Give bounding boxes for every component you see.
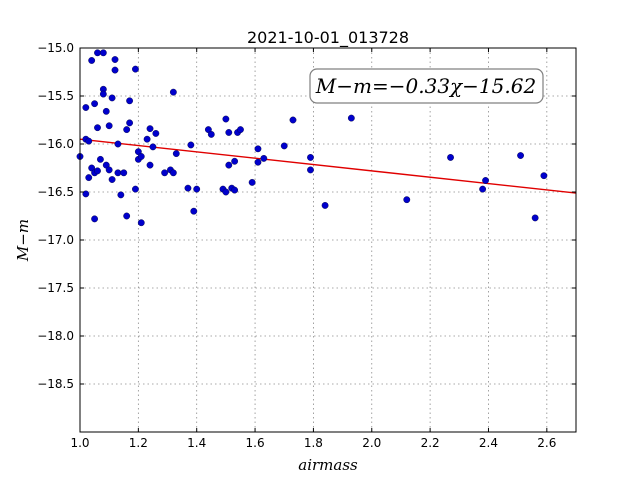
y-tick-label: −17.5 <box>37 281 74 295</box>
data-point <box>111 66 119 74</box>
axis-ticks: 1.0 1.2 1.4 1.6 1.8 2.0 2.2 2.4 2.6 −15.0 −15.5 −16… <box>37 41 576 450</box>
data-point <box>123 212 131 220</box>
data-point <box>172 150 180 158</box>
data-point <box>94 124 101 132</box>
x-tick-label: 1.4 <box>187 436 206 450</box>
data-point <box>85 174 93 182</box>
data-point <box>105 166 113 174</box>
data-point <box>137 153 145 160</box>
data-point <box>169 169 177 177</box>
data-point <box>126 97 134 105</box>
data-point <box>132 185 139 193</box>
data-point <box>120 169 128 177</box>
data-point <box>482 177 489 184</box>
x-tick-label: 2.6 <box>537 436 556 450</box>
data-point <box>91 100 98 108</box>
data-point <box>531 214 539 222</box>
data-point <box>114 169 122 177</box>
data-point <box>225 161 233 169</box>
y-tick-label: −15.5 <box>37 89 74 103</box>
data-point <box>91 215 98 223</box>
x-tick-label: 2.0 <box>362 436 381 450</box>
data-point <box>108 94 116 102</box>
y-tick-label: −17.0 <box>37 233 74 247</box>
data-point <box>149 143 157 151</box>
data-point <box>479 185 487 193</box>
data-point <box>231 157 239 165</box>
data-point <box>137 219 145 227</box>
chart-title: 2021-10-01_013728 <box>247 28 409 48</box>
data-point <box>307 166 314 174</box>
data-point <box>254 158 262 166</box>
data-point <box>146 125 154 133</box>
x-axis-label: airmass <box>298 456 358 474</box>
data-point <box>169 88 177 96</box>
data-point <box>222 115 230 123</box>
data-point <box>207 130 215 138</box>
data-point <box>184 184 192 192</box>
data-point <box>114 140 122 148</box>
data-point <box>280 142 288 150</box>
data-point <box>82 104 90 111</box>
y-tick-label: −18.5 <box>37 377 74 391</box>
x-tick-label: 2.2 <box>421 436 440 450</box>
data-point <box>152 130 160 137</box>
data-point <box>403 196 411 204</box>
data-point <box>225 129 233 136</box>
data-point <box>347 114 355 122</box>
y-axis-label: M−m <box>14 219 32 262</box>
data-point <box>108 176 116 183</box>
data-point <box>222 188 230 196</box>
data-point <box>161 169 169 177</box>
data-point <box>94 49 101 57</box>
y-tick-label: −15.0 <box>37 41 74 55</box>
data-point <box>123 126 131 134</box>
data-point <box>85 137 93 145</box>
data-point <box>102 107 110 115</box>
data-point <box>321 202 329 209</box>
data-point <box>260 154 268 162</box>
y-tick-label: −16.0 <box>37 137 74 151</box>
y-tick-label: −16.5 <box>37 185 74 199</box>
x-tick-label: 1.2 <box>129 436 148 450</box>
data-point <box>187 141 195 149</box>
y-tick-label: −18.0 <box>37 329 74 343</box>
data-point <box>132 65 139 73</box>
x-tick-label: 2.4 <box>479 436 498 450</box>
data-point <box>248 178 256 186</box>
fit-line <box>79 138 577 194</box>
data-point <box>254 145 262 153</box>
data-points <box>76 49 548 227</box>
data-point <box>307 154 314 161</box>
data-point <box>143 135 151 143</box>
x-tick-label: 1.6 <box>246 436 265 450</box>
x-tick-label: 1.0 <box>70 436 89 450</box>
data-point <box>231 186 239 194</box>
data-point <box>105 122 113 130</box>
data-point <box>117 191 125 199</box>
data-point <box>88 57 96 64</box>
data-point <box>540 172 548 180</box>
annotation-box <box>309 68 544 104</box>
fit-annotation: M−m=−0.33χ−15.62 <box>309 68 544 104</box>
data-point <box>517 152 524 159</box>
data-point <box>447 154 454 161</box>
data-point <box>146 161 154 169</box>
data-point <box>190 207 198 215</box>
data-point <box>94 167 101 175</box>
data-point <box>237 126 244 134</box>
data-point <box>99 90 107 98</box>
x-tick-label: 1.8 <box>304 436 323 450</box>
data-point <box>82 190 90 198</box>
data-point <box>111 56 119 63</box>
data-point <box>126 119 134 127</box>
data-point <box>193 185 201 193</box>
data-point <box>97 155 104 163</box>
data-point <box>99 49 107 57</box>
data-point <box>289 116 297 124</box>
annotation-text: M−m=−0.33χ−15.62 <box>315 74 536 98</box>
